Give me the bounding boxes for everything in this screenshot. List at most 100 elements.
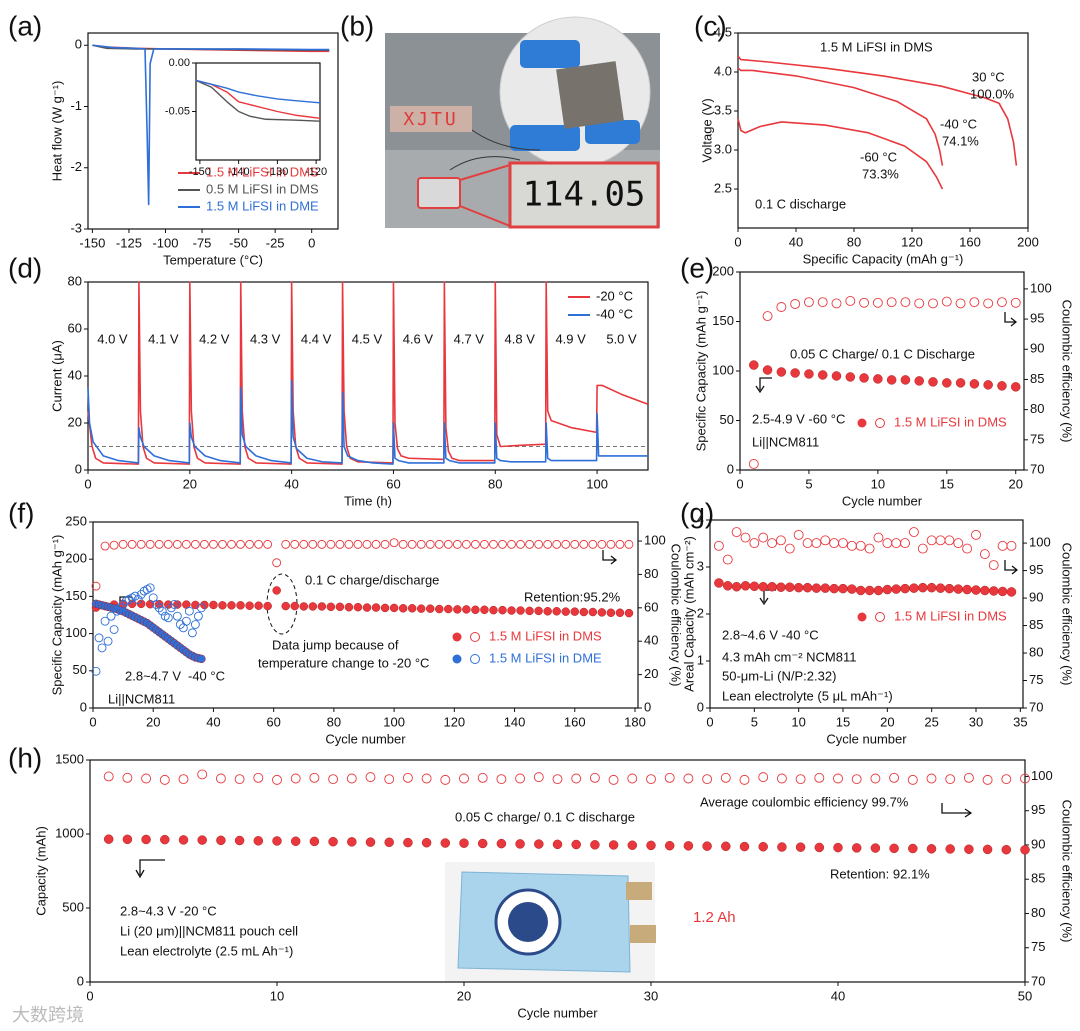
legend-label: 1.5 M LiFSI in DME xyxy=(206,198,319,213)
y2-tick-label: 85 xyxy=(1030,371,1044,386)
open-marker xyxy=(380,539,390,549)
display-zoom xyxy=(508,161,660,229)
open-marker xyxy=(817,297,828,308)
open-marker xyxy=(290,773,301,784)
x-tick-label: 10 xyxy=(270,988,284,1003)
x-tick-label: 15 xyxy=(940,476,954,491)
filled-marker xyxy=(234,835,245,846)
filled-marker xyxy=(534,839,544,849)
filled-marker xyxy=(683,841,694,851)
open-marker xyxy=(831,298,842,309)
x-tick-label: 20 xyxy=(457,988,471,1003)
legend-marker xyxy=(470,654,480,664)
legend-label: 1.5 M LiFSI in DMS xyxy=(489,628,602,643)
filled-marker xyxy=(749,360,759,370)
filled-marker xyxy=(309,836,320,847)
x-tick-label: -150 xyxy=(189,166,211,178)
x-axis-label: Cycle number xyxy=(826,731,907,746)
filled-marker xyxy=(997,586,1008,597)
filled-marker xyxy=(829,583,839,594)
y-tick-label: 100 xyxy=(712,362,734,377)
filled-marker xyxy=(1006,587,1017,597)
open-marker xyxy=(963,772,974,783)
filled-marker xyxy=(489,605,498,615)
y2-tick-label: 100 xyxy=(1030,280,1052,295)
filled-marker xyxy=(928,377,938,387)
open-marker xyxy=(606,539,616,549)
open-marker xyxy=(917,543,928,554)
filled-marker xyxy=(962,584,972,595)
open-marker xyxy=(988,560,999,571)
legend-marker xyxy=(857,612,867,622)
open-marker xyxy=(299,539,309,549)
open-marker xyxy=(344,539,354,549)
x-tick-label: -140 xyxy=(228,166,250,178)
open-marker xyxy=(571,773,582,784)
filled-marker xyxy=(459,838,469,848)
y2-tick-label: 95 xyxy=(1031,802,1045,817)
open-marker xyxy=(326,539,336,549)
plot-frame xyxy=(89,759,1026,983)
y-tick-label: 0 xyxy=(727,461,734,476)
annotation: Retention:95.2% xyxy=(524,589,621,604)
filled-marker xyxy=(552,839,563,850)
filled-marker xyxy=(440,838,451,848)
annotation: -60 °C xyxy=(860,149,897,164)
filled-marker xyxy=(714,578,724,588)
x-tick-label: 0 xyxy=(736,476,743,491)
x-tick-label: 80 xyxy=(847,234,861,249)
open-marker xyxy=(346,773,357,784)
y-axis-label: Current (μA) xyxy=(49,340,64,412)
open-marker xyxy=(873,532,884,543)
open-marker xyxy=(272,774,282,785)
annotation: 4.4 V xyxy=(301,331,332,346)
open-marker xyxy=(855,540,866,551)
y2-tick-label: 80 xyxy=(1029,644,1043,659)
open-marker xyxy=(103,771,114,782)
open-marker xyxy=(434,539,444,549)
open-marker xyxy=(790,299,801,309)
open-marker xyxy=(515,773,526,784)
filled-marker xyxy=(833,842,843,853)
open-marker xyxy=(245,539,255,549)
open-marker xyxy=(184,606,194,616)
filled-marker xyxy=(831,371,842,381)
open-marker xyxy=(720,772,731,783)
open-marker xyxy=(935,535,946,546)
open-marker xyxy=(371,539,381,549)
legend-label: 1.5 M LiFSI in DME xyxy=(489,650,602,665)
y-tick-label: 200 xyxy=(712,263,734,278)
filled-marker xyxy=(608,840,619,850)
filled-marker xyxy=(847,584,857,594)
filled-marker xyxy=(762,365,773,375)
x-axis-label: Temperature (°C) xyxy=(163,252,263,267)
legend-marker xyxy=(857,418,867,428)
panel-label: (b) xyxy=(340,10,374,41)
x-tick-label: 50 xyxy=(1018,988,1032,1003)
open-marker xyxy=(443,539,453,549)
panel-label: (a) xyxy=(8,10,42,41)
filled-marker xyxy=(281,601,290,611)
open-marker xyxy=(811,538,822,549)
filled-marker xyxy=(814,842,825,853)
y2-tick-label: 80 xyxy=(644,566,658,581)
plot-frame xyxy=(87,32,339,230)
y-tick-label: 0 xyxy=(80,699,87,714)
x-tick-label: 160 xyxy=(959,234,981,249)
open-marker xyxy=(328,774,339,785)
open-marker xyxy=(398,539,408,549)
filled-marker xyxy=(141,834,151,845)
annotation: Li||NCM811 xyxy=(108,691,175,706)
y-tick-label: 2.5 xyxy=(714,180,732,195)
open-marker xyxy=(440,774,451,785)
open-marker xyxy=(731,527,742,538)
open-marker xyxy=(109,625,119,634)
x-tick-label: 80 xyxy=(488,476,502,491)
open-marker xyxy=(145,539,155,549)
open-marker xyxy=(178,774,189,785)
filled-marker xyxy=(982,844,993,855)
y2-tick-label: 75 xyxy=(1029,672,1043,687)
y-tick-label: 60 xyxy=(68,320,82,335)
y-tick-label: 1 xyxy=(697,652,704,667)
